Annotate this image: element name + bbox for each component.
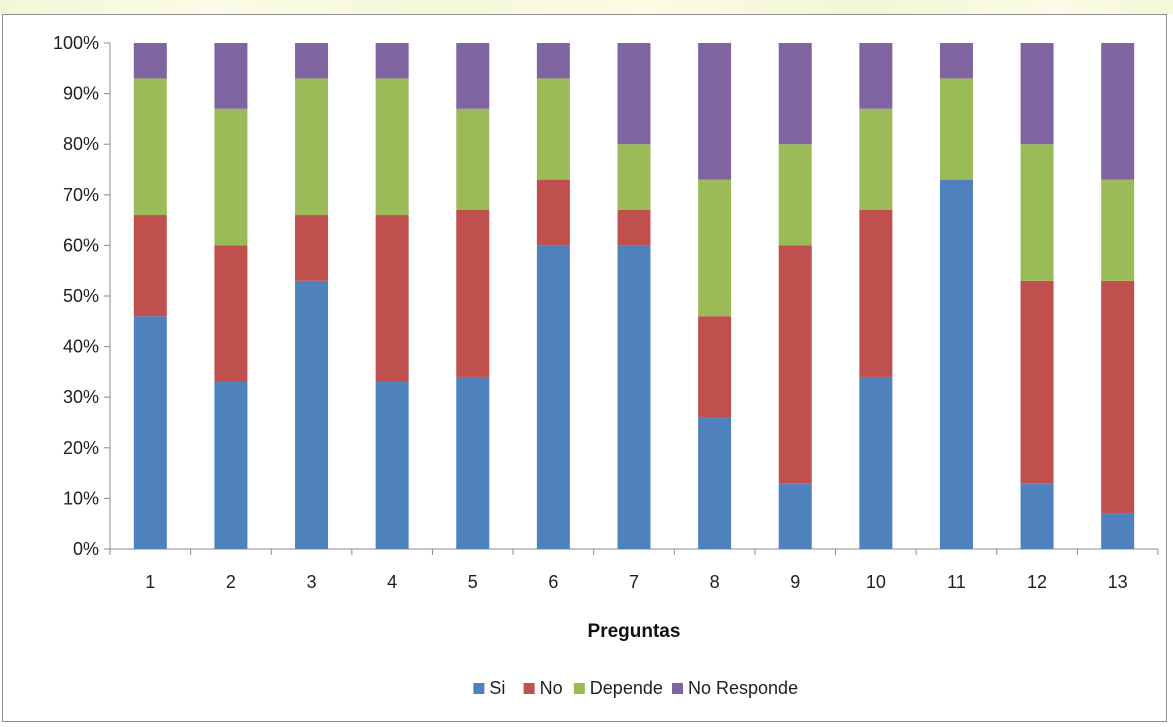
bar-segment-no-responde bbox=[859, 43, 893, 109]
legend-swatch-no-responde bbox=[672, 683, 683, 694]
bar-segment-si bbox=[456, 376, 490, 549]
bar-segment-si bbox=[133, 316, 167, 549]
bar-segment-si bbox=[617, 245, 651, 549]
x-tick-label: 4 bbox=[387, 572, 397, 592]
x-tick-label: 3 bbox=[307, 572, 317, 592]
x-tick-label: 2 bbox=[226, 572, 236, 592]
bar-segment-no-responde bbox=[1020, 43, 1054, 145]
x-tick-label: 10 bbox=[866, 572, 886, 592]
y-tick-label: 40% bbox=[63, 337, 99, 357]
legend-label: Si bbox=[489, 678, 505, 698]
x-axis-ticks: 1 2 3 4 5 6 7 8 9 10 11 12 13 bbox=[109, 549, 1159, 592]
x-axis-title: Preguntas bbox=[588, 621, 681, 642]
y-axis-ticks: 0% 10% 20% 30% 40% 50% 60% 70% 80% 90% 100% bbox=[53, 33, 110, 559]
bar-segment-no-responde bbox=[214, 43, 248, 109]
background-banner bbox=[0, 0, 1173, 14]
legend-swatch-depende bbox=[573, 683, 585, 694]
y-tick-label: 100% bbox=[53, 33, 99, 53]
x-tick-label: 11 bbox=[947, 572, 966, 592]
bar-segment-no-responde bbox=[375, 43, 409, 79]
bar-segment-depende bbox=[214, 108, 248, 246]
bar-segment-depende bbox=[133, 78, 167, 216]
y-tick-label: 30% bbox=[63, 387, 99, 407]
bar-segment-si bbox=[859, 376, 893, 549]
bar-segment-no bbox=[295, 215, 329, 281]
bar-segment-depende bbox=[617, 144, 651, 210]
bar-segment-si bbox=[214, 382, 248, 549]
x-tick-label: 8 bbox=[710, 572, 720, 592]
bar-segment-no bbox=[456, 209, 490, 377]
bar-segment-no bbox=[214, 245, 248, 383]
bar-segment-depende bbox=[1020, 144, 1054, 281]
bar-segment-no bbox=[859, 209, 893, 377]
bar-segment-si bbox=[536, 245, 570, 549]
bar-segment-depende bbox=[456, 108, 490, 210]
bar-segment-depende bbox=[939, 78, 973, 180]
bar-segment-no-responde bbox=[617, 43, 651, 145]
legend-swatch-si bbox=[473, 683, 485, 694]
bar-segment-no-responde bbox=[1101, 43, 1135, 180]
bar-segment-depende bbox=[778, 144, 812, 246]
y-tick-label: 80% bbox=[63, 134, 99, 154]
bar-segment-no-responde bbox=[536, 43, 570, 79]
legend-label: No bbox=[540, 678, 563, 698]
bar-segment-no-responde bbox=[133, 43, 167, 79]
bar-segment-no bbox=[536, 179, 570, 246]
legend: Si No Depende No Responde bbox=[473, 678, 798, 698]
bar-segment-no bbox=[778, 245, 812, 484]
bar-segment-si bbox=[375, 382, 409, 549]
bar-segment-depende bbox=[698, 179, 732, 317]
bar-segment-depende bbox=[1101, 179, 1135, 281]
x-tick-label: 7 bbox=[629, 572, 639, 592]
bar-segment-no-responde bbox=[456, 43, 490, 109]
y-tick-label: 60% bbox=[63, 235, 99, 255]
bar-segment-no bbox=[1101, 280, 1135, 514]
bar-segment-no bbox=[1020, 280, 1054, 484]
bar-segment-no-responde bbox=[778, 43, 812, 145]
x-tick-label: 13 bbox=[1108, 572, 1128, 592]
bar-segment-si bbox=[1020, 483, 1054, 549]
y-tick-label: 10% bbox=[63, 488, 99, 508]
y-tick-label: 0% bbox=[73, 539, 99, 559]
y-tick-label: 20% bbox=[63, 438, 99, 458]
bar-segment-no bbox=[375, 215, 409, 383]
legend-swatch-no bbox=[523, 683, 535, 694]
bar-segment-si bbox=[295, 280, 329, 549]
bar-segment-depende bbox=[859, 108, 893, 210]
bar-segment-no bbox=[617, 209, 651, 246]
y-tick-label: 70% bbox=[63, 185, 99, 205]
bar-segment-no bbox=[133, 215, 167, 317]
legend-label: No Responde bbox=[688, 678, 798, 698]
x-tick-label: 12 bbox=[1027, 572, 1047, 592]
bar-segment-depende bbox=[536, 78, 570, 180]
x-tick-label: 9 bbox=[790, 572, 800, 592]
bar-segment-no-responde bbox=[939, 43, 973, 79]
bar-segment-no-responde bbox=[698, 43, 732, 180]
bar-segment-depende bbox=[295, 78, 329, 216]
x-tick-label: 1 bbox=[145, 572, 155, 592]
y-tick-label: 90% bbox=[63, 84, 99, 104]
y-tick-label: 50% bbox=[63, 286, 99, 306]
bar-segment-si bbox=[939, 179, 973, 549]
x-tick-label: 6 bbox=[548, 572, 558, 592]
legend-label: Depende bbox=[590, 678, 663, 698]
bar-segment-depende bbox=[375, 78, 409, 216]
bar-segment-si bbox=[1101, 513, 1135, 549]
x-tick-label: 5 bbox=[468, 572, 478, 592]
bar-segment-si bbox=[698, 417, 732, 549]
bar-series bbox=[133, 43, 1135, 549]
bar-segment-no bbox=[698, 316, 732, 418]
bar-segment-si bbox=[778, 483, 812, 549]
bar-segment-no-responde bbox=[295, 43, 329, 79]
